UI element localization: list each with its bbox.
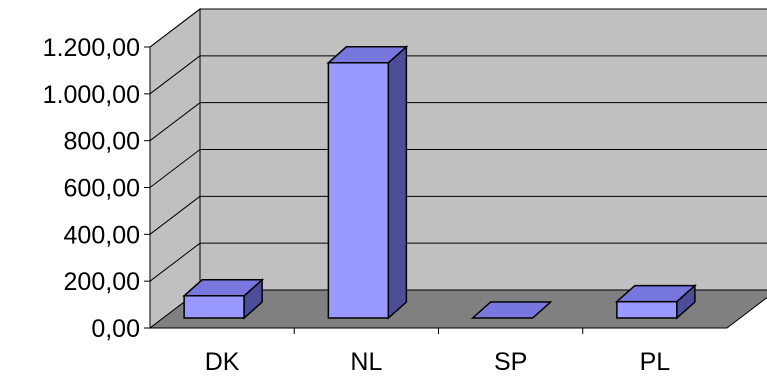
y-tick-label: 200,00: [64, 268, 140, 296]
y-tick-label: 400,00: [64, 221, 140, 249]
bar-front: [616, 300, 678, 319]
y-tick-label: 0,00: [91, 315, 140, 343]
x-tick-label: SP: [494, 348, 527, 376]
y-tick-label: 600,00: [64, 175, 140, 203]
x-tick-label: DK: [205, 348, 240, 376]
bar-dk: [182, 278, 265, 320]
gridline-side: [149, 102, 201, 142]
gridline-side: [149, 8, 201, 48]
bar-top: [182, 279, 265, 297]
bar-sp: [470, 301, 553, 319]
bar-pl: [614, 283, 697, 320]
x-tick-label: PL: [640, 348, 671, 376]
bar-front: [327, 62, 390, 319]
bar-side: [387, 45, 408, 320]
gridline-side: [149, 149, 201, 188]
bar-top: [470, 301, 553, 319]
bar-top: [614, 284, 697, 303]
y-tick-label: 1.000,00: [43, 81, 140, 109]
gridline-side: [149, 55, 201, 95]
bar-front: [183, 295, 245, 319]
y-tick-label: 800,00: [64, 128, 140, 156]
bar-nl: [326, 45, 409, 320]
gridline-side: [149, 242, 201, 282]
y-tick-label: 1.200,00: [43, 34, 140, 62]
x-tick-label: NL: [350, 348, 382, 376]
bar-top: [326, 46, 409, 64]
gridline-side: [149, 195, 201, 235]
